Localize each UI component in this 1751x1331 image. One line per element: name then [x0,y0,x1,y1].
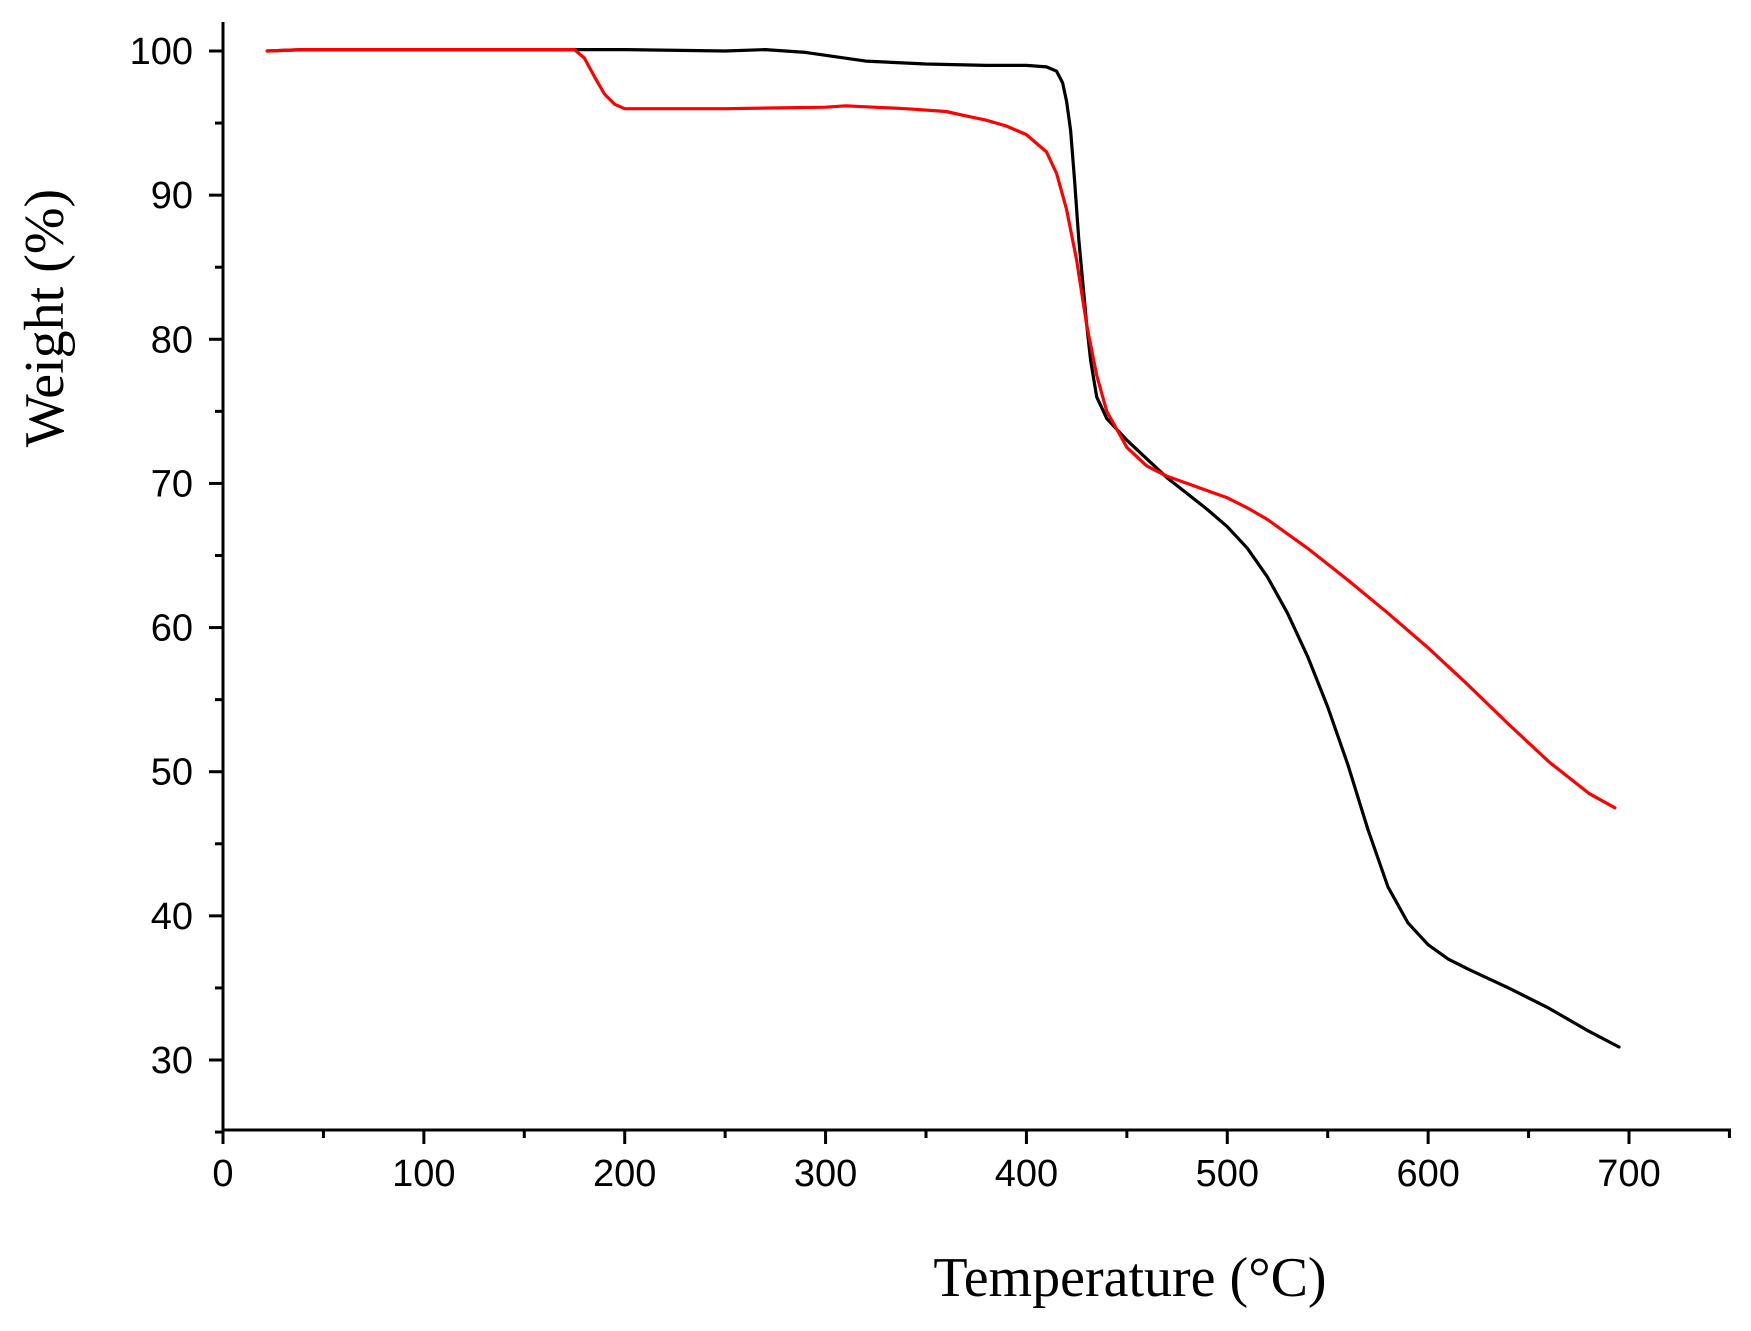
y-tick-label: 70 [151,463,193,505]
y-tick-label: 30 [151,1040,193,1082]
y-tick-label: 50 [151,752,193,794]
x-tick-label: 300 [794,1153,857,1195]
ticks: 0 100 200 300 400 500 600 700 30 40 50 60 70 80 90 100 [130,31,1731,1195]
y-tick-label: 80 [151,319,193,361]
x-tick-label: 700 [1597,1153,1660,1195]
y-tick-label: 60 [151,608,193,650]
x-tick-label: 0 [212,1153,233,1195]
x-tick-label: 400 [995,1153,1058,1195]
series-line-1 [265,47,1621,1049]
x-tick-label: 500 [1196,1153,1259,1195]
y-tick-label: 90 [151,175,193,217]
x-tick-label: 200 [593,1153,656,1195]
x-tick-label: 100 [392,1153,455,1195]
x-axis-title: Temperature (°C) [933,1247,1326,1309]
y-tick-label: 40 [151,896,193,938]
axes [221,22,1731,1132]
y-axis-title: Weight (%) [14,189,76,447]
plot-area [265,47,1621,1049]
x-tick-label: 600 [1396,1153,1459,1195]
y-tick-label: 100 [130,31,193,73]
series-line-2 [265,47,1617,810]
